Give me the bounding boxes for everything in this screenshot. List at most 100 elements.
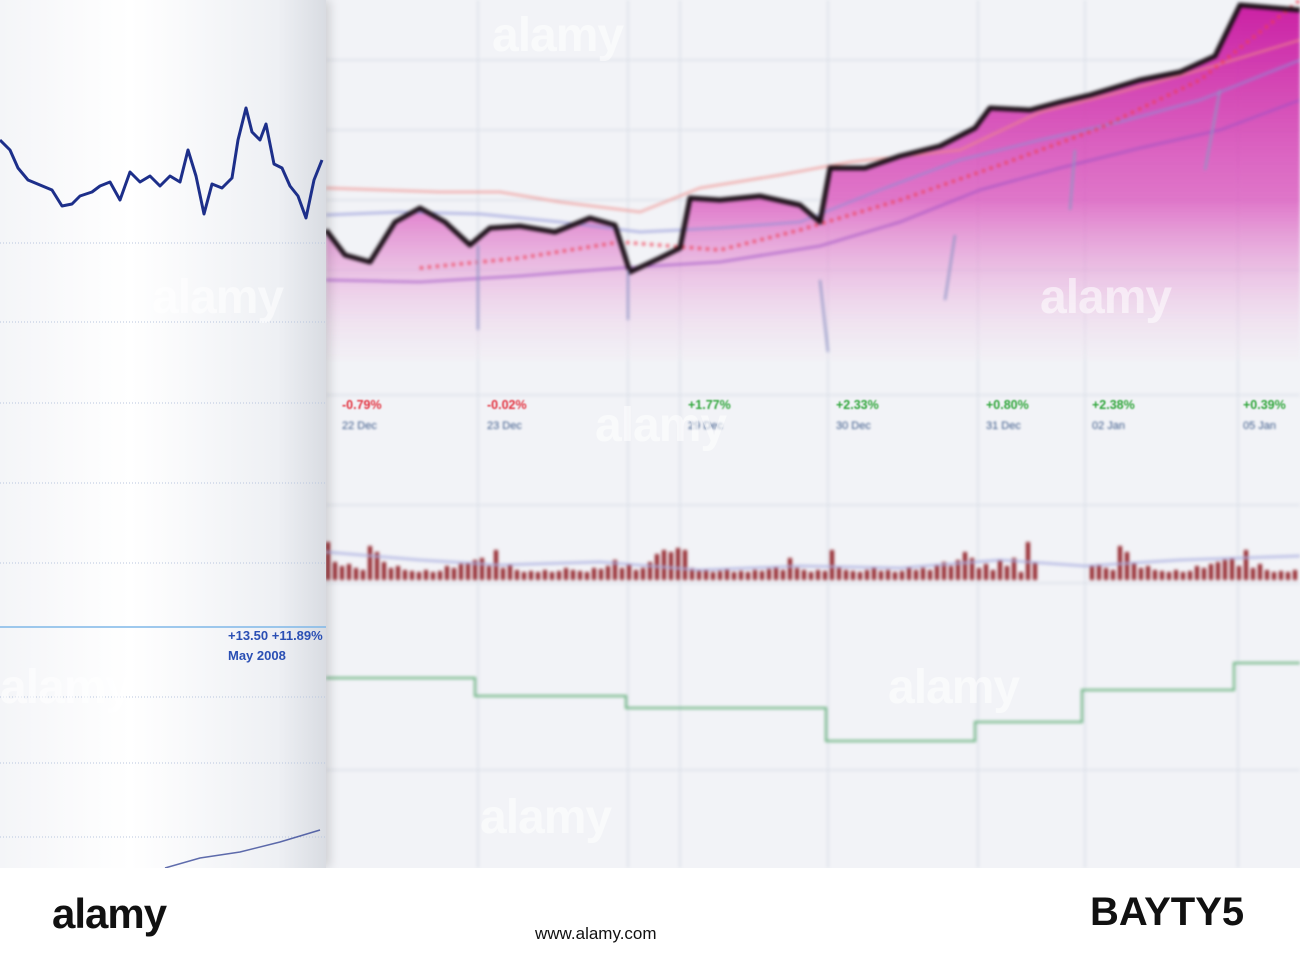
volume-bar (1111, 570, 1115, 580)
paper-sheet: +13.50 +11.89% May 2008 alamy alamy (0, 0, 326, 868)
volume-bar (1216, 562, 1220, 580)
volume-bar (1005, 566, 1009, 580)
volume-bar (1251, 568, 1255, 580)
volume-bar (536, 572, 540, 580)
session-change: +2.38% (1092, 398, 1135, 412)
watermark: alamy (492, 9, 624, 62)
volume-bar (564, 568, 568, 580)
volume-bar (522, 572, 526, 580)
footer-image-id: BAYTY5 (1090, 890, 1245, 934)
sheet-price-line (0, 106, 324, 220)
volume-bar (795, 568, 799, 580)
ma-line-salmon (325, 39, 1300, 214)
volume-bar (1244, 550, 1248, 580)
volume-bar (774, 568, 778, 580)
volume-bar (893, 572, 897, 580)
session-change: +0.80% (986, 398, 1029, 412)
volume-bar (1272, 572, 1276, 580)
volume-bar (543, 570, 547, 580)
volume-bar (641, 568, 645, 580)
volume-bar (914, 570, 918, 580)
volume-bar (466, 562, 470, 580)
grid-lines (326, 0, 1300, 868)
session-date: 22 Dec (342, 420, 377, 432)
volume-bar (529, 571, 533, 580)
volume-bar (1230, 558, 1234, 580)
watermark: alamy (1040, 271, 1172, 324)
watermark: alamy (480, 791, 612, 844)
volume-bar (480, 558, 484, 580)
volume-bar (508, 564, 512, 580)
session-change: +0.39% (1243, 398, 1286, 412)
sheet-period-label: May 2008 (228, 648, 286, 663)
volume-bar (1097, 564, 1101, 580)
session-date: 05 Jan (1243, 420, 1277, 432)
volume-bar (1237, 566, 1241, 580)
watermark: alamy (595, 399, 727, 452)
volume-bar (578, 571, 582, 580)
volume-bar (1104, 568, 1108, 580)
watermark: alamy (152, 271, 284, 324)
volume-bar (592, 568, 596, 580)
volume-bar (669, 552, 673, 580)
session-change: +2.33% (836, 398, 879, 412)
volume-bar (1293, 570, 1297, 580)
range-ticks (477, 89, 1221, 353)
volume-bar (1146, 566, 1150, 580)
volume-bar (942, 562, 946, 580)
volume-bar (949, 566, 953, 580)
session-change: +1.77% (688, 398, 731, 412)
sheet-change-label: +13.50 +11.89% (228, 628, 323, 643)
volume-bar (438, 571, 442, 580)
volume-bar (424, 570, 428, 580)
volume-bar (445, 566, 449, 580)
volume-bar (333, 562, 337, 580)
volume-bar (683, 550, 687, 580)
volume-bar (753, 570, 757, 580)
session-date: 02 Jan (1092, 420, 1126, 432)
volume-bar (473, 560, 477, 580)
volume-bar (396, 566, 400, 580)
volume-bar (606, 566, 610, 580)
volume-bar (382, 562, 386, 580)
volume-bar (886, 570, 890, 580)
price-chart (324, 0, 1300, 868)
volume-bar (921, 568, 925, 580)
volume-bar (900, 571, 904, 580)
volume-bar (991, 570, 995, 580)
volume-bar (690, 568, 694, 580)
volume-bar (431, 572, 435, 580)
volume-bar (1019, 572, 1023, 580)
volume-bar (851, 571, 855, 580)
volume-bar (1012, 558, 1016, 580)
volume-bar (970, 558, 974, 580)
volume-bar (389, 568, 393, 580)
volume-bar (662, 550, 666, 580)
footer-logo: alamy (52, 890, 167, 937)
ma-line-blue (325, 59, 1300, 234)
volume-bar (1125, 552, 1129, 580)
volume-bar (368, 546, 372, 580)
volume-bar (648, 562, 652, 580)
volume-bar (788, 558, 792, 580)
volume-bar (718, 571, 722, 580)
volume-bar (879, 571, 883, 580)
session-date: 23 Dec (487, 420, 522, 432)
volume-bar (1202, 568, 1206, 580)
volume-bar (1090, 566, 1094, 580)
indicator-step-line (326, 662, 1300, 742)
volume-bar (361, 570, 365, 580)
volume-bar (410, 571, 414, 580)
volume-bar (571, 570, 575, 580)
volume-bar (403, 570, 407, 580)
volume-bar (704, 570, 708, 580)
volume-bar (340, 566, 344, 580)
volume-bar (928, 570, 932, 580)
volume-bar (599, 569, 603, 580)
volume-bar (557, 571, 561, 580)
volume-bar (858, 572, 862, 580)
volume-bar (634, 570, 638, 580)
sheet-chart (0, 106, 326, 868)
volume-bar (417, 572, 421, 580)
volume-bar (613, 560, 617, 580)
